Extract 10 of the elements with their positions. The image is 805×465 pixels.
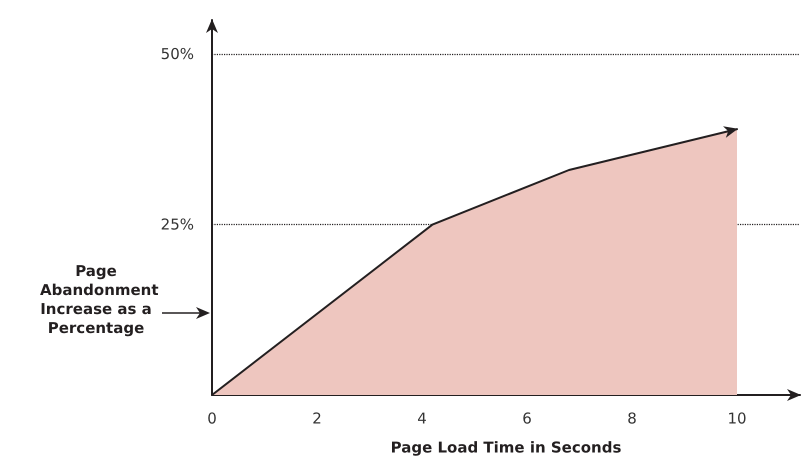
x-axis-title: Page Load Time in Seconds [390,438,622,456]
y-tick-label: 50% [160,45,194,64]
x-tick-label: 6 [522,410,532,428]
x-tick-label: 0 [207,410,217,428]
y-tick-label: 25% [160,216,194,234]
x-tick-label: 10 [727,410,747,428]
x-tick-label: 2 [312,410,322,428]
x-tick-label: 8 [627,410,637,428]
x-tick-label: 4 [417,410,427,428]
y-axis-title: Page Abandonment Increase as a Percentage [40,262,159,338]
